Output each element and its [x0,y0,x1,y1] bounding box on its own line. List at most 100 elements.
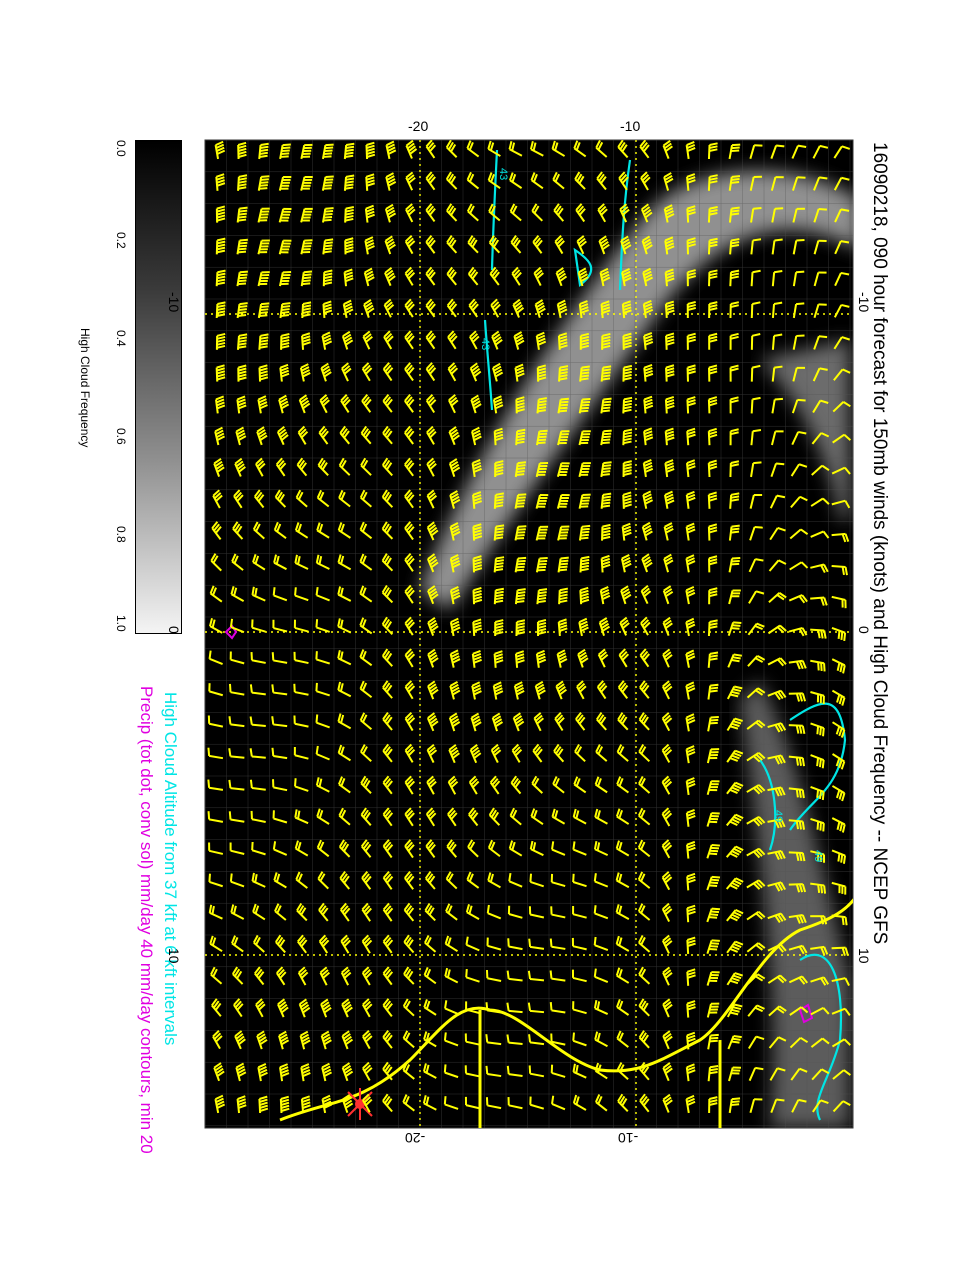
wind-barb [468,807,479,827]
wind-barb [271,652,288,664]
wind-barb [472,555,483,573]
wind-barb [506,1034,523,1045]
contour-label: 49 [772,810,784,822]
wind-barb [661,680,673,700]
wind-barb [685,713,696,732]
wind-barb [791,398,806,414]
wind-barb [301,332,311,350]
wind-barb [600,429,612,446]
wind-barb [425,171,436,191]
wind-barb [810,563,829,573]
wind-barb [686,1031,696,1050]
wind-barb [404,393,415,413]
wind-barb [767,943,787,953]
wind-barb [622,460,632,478]
wind-barb [810,882,827,894]
wind-barb [403,966,415,985]
wind-barb [425,266,436,286]
wind-barb [593,968,609,983]
wind-barb [706,843,720,859]
wind-barb [685,459,696,478]
wind-barb [792,270,805,287]
wind-barb [728,556,741,573]
wind-barb [316,522,330,539]
wind-barb [615,967,630,984]
wind-barb [706,907,721,923]
wind-barb [236,206,248,223]
wind-barb [341,1062,354,1082]
wind-barb [746,847,766,859]
wind-barb [256,1030,268,1050]
wind-barb [638,775,651,794]
wind-barb [617,712,629,731]
wind-barb [382,425,393,445]
wind-barb [531,775,544,794]
wind-barb [249,684,266,696]
wind-barb [488,235,501,254]
wind-barb [529,1096,545,1110]
wind-barb [831,626,847,642]
wind-barb [707,1065,719,1082]
wind-barb [317,871,329,890]
wind-barb [706,875,721,891]
wind-barb [404,235,416,255]
wind-barb [279,363,290,382]
wind-barb [359,680,373,699]
wind-barb [767,912,787,923]
wind-barb [468,298,479,318]
wind-barb [686,300,697,319]
wind-barb [664,395,675,414]
wind-barb [468,775,480,795]
wind-barb [792,207,805,223]
wind-barb [363,299,375,318]
wind-barb [447,362,459,382]
wind-barb [706,748,720,764]
wind-barb [236,238,248,255]
wind-barb [620,554,632,573]
wind-barb [536,364,547,382]
wind-barb [576,235,587,255]
wind-barb [213,1062,225,1082]
wind-barb [551,808,566,825]
wind-barb [297,966,309,986]
wind-barb [339,425,350,445]
wind-barb [831,466,851,475]
wind-barb [236,1095,247,1114]
wind-barb [229,618,245,634]
wind-barb [464,1096,480,1110]
wind-barb [294,554,309,570]
wind-barb [551,1095,566,1111]
wind-barb [320,1030,332,1050]
wind-barb [280,332,290,350]
wind-barb [362,1030,373,1050]
wind-barb [443,1064,459,1079]
wind-barb [727,1034,742,1050]
wind-barb [593,1000,609,1015]
wind-barb [661,839,673,859]
wind-barb [228,748,245,759]
wind-barb [639,648,651,668]
wind-barb [767,786,786,797]
wind-barb [572,808,587,825]
wind-barb [361,870,372,890]
wind-barb [578,430,591,446]
wind-barb [338,457,351,476]
wind-barb [300,1063,311,1082]
wind-barb [708,332,718,350]
wind-barb [485,969,502,982]
wind-barb [686,173,696,191]
wind-barb [637,871,651,889]
wind-barb [788,787,805,799]
wind-barb [337,650,352,666]
wind-barb [746,751,766,763]
wind-barb [512,712,525,732]
wind-barb [578,493,591,509]
wind-barb [746,942,766,953]
wind-barb [384,267,396,287]
wind-barb [446,298,458,318]
wind-barb [788,594,808,604]
wind-barb [622,364,633,382]
wind-barb [810,785,825,801]
wind-barb [533,712,545,732]
cloud-band-right [760,340,850,520]
